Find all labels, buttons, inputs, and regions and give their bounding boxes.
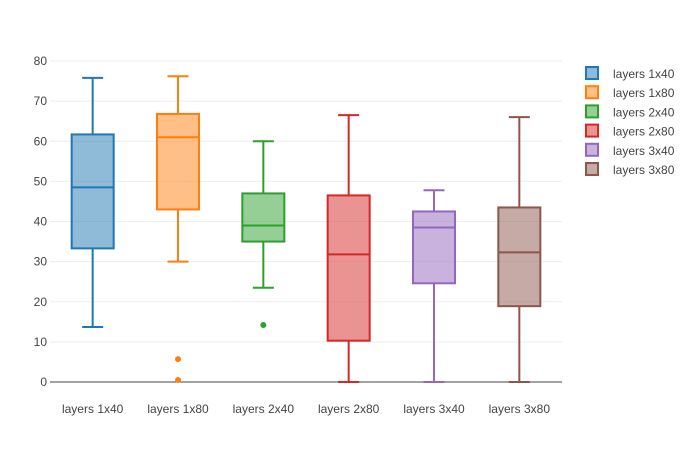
- x-tick-label: layers 2x80: [318, 402, 380, 416]
- legend-label: layers 1x80: [613, 86, 675, 100]
- legend-item: layers 1x40: [585, 66, 675, 81]
- legend: layers 1x40 layers 1x80 layers 2x40 layers …: [585, 66, 675, 177]
- y-tick-label: 60: [34, 134, 48, 148]
- x-axis-ticks: layers 1x40 layers 1x80 layers 2x40 layers …: [62, 402, 550, 416]
- y-tick-label: 10: [34, 335, 48, 349]
- legend-label: layers 2x80: [613, 125, 675, 139]
- x-tick-label: layers 1x40: [62, 402, 124, 416]
- legend-label: layers 2x40: [613, 105, 675, 119]
- iqr-box: [412, 210, 456, 285]
- legend-label: layers 3x80: [613, 163, 675, 177]
- x-tick-label: layers 1x80: [147, 402, 209, 416]
- legend-swatch: [585, 85, 599, 100]
- box-series: [70, 76, 115, 329]
- y-tick-label: 0: [40, 375, 47, 389]
- outlier-point: [260, 322, 267, 329]
- box-series: [156, 75, 200, 383]
- y-tick-label: 20: [34, 295, 48, 309]
- y-tick-label: 70: [34, 94, 48, 108]
- y-tick-label: 30: [34, 255, 48, 269]
- iqr-box: [241, 192, 286, 243]
- legend-item: layers 3x40: [585, 142, 675, 158]
- legend-item: layers 1x80: [585, 85, 675, 100]
- legend-label: layers 1x40: [613, 67, 675, 81]
- outlier-point: [175, 356, 181, 363]
- x-tick-label: layers 3x40: [403, 402, 465, 416]
- box-series: [326, 114, 371, 383]
- legend-swatch: [585, 66, 599, 80]
- legend-swatch: [585, 123, 599, 138]
- x-tick-label: layers 3x80: [489, 402, 551, 416]
- legend-swatch: [585, 104, 599, 119]
- x-tick-label: layers 2x40: [233, 402, 295, 416]
- legend-swatch: [585, 142, 599, 157]
- legend-item: layers 3x80: [585, 162, 675, 177]
- box-series: [412, 189, 456, 383]
- legend-item: layers 2x40: [585, 104, 675, 119]
- y-axis-ticks: 0 10 20 30 40 50 60 70 80: [34, 54, 48, 389]
- y-tick-label: 80: [34, 54, 48, 68]
- iqr-box: [156, 112, 200, 211]
- iqr-box: [70, 133, 115, 250]
- outlier-point: [175, 376, 181, 383]
- box-series: [497, 116, 542, 383]
- iqr-box: [326, 194, 371, 342]
- gridlines: [50, 60, 562, 343]
- y-tick-label: 40: [34, 215, 48, 229]
- iqr-box: [497, 206, 542, 308]
- legend-item: layers 2x80: [585, 123, 675, 139]
- legend-label: layers 3x40: [613, 144, 675, 158]
- legend-swatch: [585, 162, 599, 176]
- box-series: [241, 140, 286, 329]
- y-tick-label: 50: [34, 174, 48, 188]
